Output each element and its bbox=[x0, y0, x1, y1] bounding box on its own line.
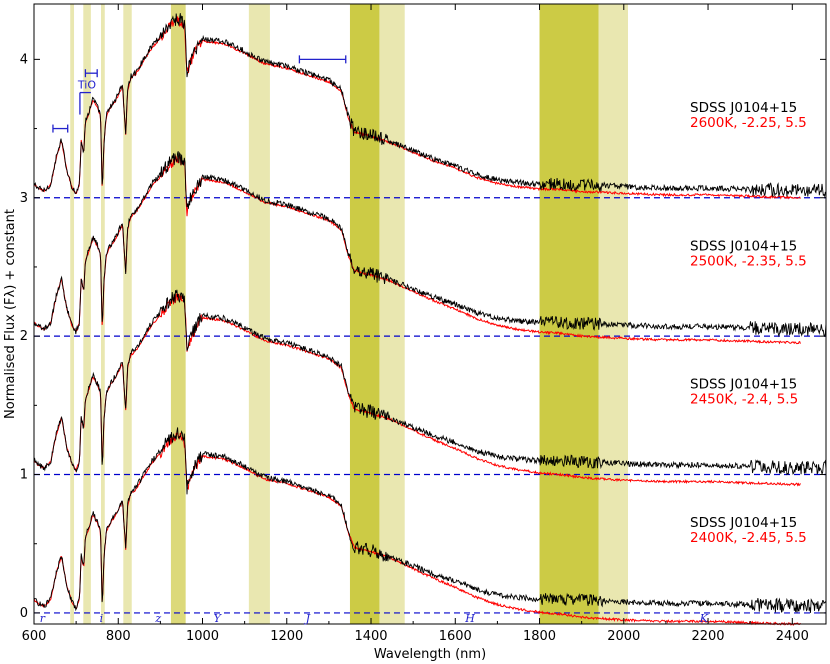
band-label-r: r bbox=[40, 612, 46, 625]
y-tick-label-2: 2 bbox=[20, 329, 28, 344]
feature-label-0: TiO bbox=[77, 79, 96, 92]
telluric-band-4 bbox=[170, 4, 186, 624]
model-spectrum-1 bbox=[33, 155, 801, 345]
x-tick-label-0: 600 bbox=[22, 629, 47, 644]
x-tick-label-4: 1400 bbox=[354, 629, 387, 644]
x-tick-label-7: 2000 bbox=[607, 629, 640, 644]
resolution-bar-2 bbox=[298, 55, 347, 64]
model-spectrum-3 bbox=[33, 431, 801, 626]
x-tick-label-6: 1800 bbox=[523, 629, 556, 644]
x-axis-label: Wavelength (nm) bbox=[374, 647, 486, 662]
band-label-z: z bbox=[154, 612, 161, 625]
observed-spectra bbox=[33, 13, 827, 613]
band-label-i: i bbox=[100, 612, 104, 625]
telluric-bands bbox=[70, 4, 628, 624]
resolution-bar-0 bbox=[52, 124, 69, 133]
telluric-band-7 bbox=[379, 4, 405, 624]
legend-name-1: SDSS J0104+15 bbox=[690, 238, 797, 254]
y-tick-label-4: 4 bbox=[20, 52, 28, 67]
model-spectrum-2 bbox=[33, 293, 801, 487]
model-spectra bbox=[33, 16, 801, 626]
observed-spectrum-2 bbox=[33, 289, 827, 476]
x-tick-label-8: 2200 bbox=[691, 629, 724, 644]
model-spectrum-0 bbox=[33, 16, 801, 200]
y-tick-label-1: 1 bbox=[20, 468, 28, 483]
legend-model-0: 2600K, -2.25, 5.5 bbox=[690, 115, 807, 131]
legend-name-3: SDSS J0104+15 bbox=[690, 515, 797, 531]
zero-lines bbox=[34, 197, 826, 614]
legend-model-3: 2400K, -2.45, 5.5 bbox=[690, 530, 807, 546]
y-tick-label-0: 0 bbox=[20, 606, 28, 621]
annotations: TiO bbox=[52, 55, 347, 133]
telluric-band-9 bbox=[598, 4, 628, 624]
band-label-Y: Y bbox=[214, 612, 223, 625]
resolution-bar-1 bbox=[84, 69, 98, 78]
observed-spectrum-0 bbox=[33, 13, 827, 198]
legend-model-2: 2450K, -2.4, 5.5 bbox=[690, 392, 798, 408]
x-tick-label-9: 2400 bbox=[776, 629, 809, 644]
x-tick-label-2: 1000 bbox=[186, 629, 219, 644]
observed-spectrum-1 bbox=[33, 151, 827, 338]
telluric-band-5 bbox=[248, 4, 270, 624]
y-axis-label: Normalised Flux (Fλ) + constant bbox=[3, 209, 18, 419]
y-tick-label-3: 3 bbox=[20, 191, 28, 206]
legend-name-2: SDSS J0104+15 bbox=[690, 377, 797, 393]
plot-frame bbox=[33, 3, 827, 625]
band-label-J: J bbox=[304, 612, 311, 625]
y-axis-ticks: 0 1 2 3 4 bbox=[20, 52, 826, 621]
telluric-band-6 bbox=[349, 4, 380, 624]
telluric-band-1 bbox=[83, 4, 91, 624]
observed-spectrum-3 bbox=[33, 427, 827, 613]
legend-model-1: 2500K, -2.35, 5.5 bbox=[690, 253, 807, 269]
x-tick-label-3: 1200 bbox=[270, 629, 303, 644]
telluric-band-0 bbox=[70, 4, 75, 624]
band-label-K: K bbox=[699, 612, 709, 625]
x-tick-label-1: 800 bbox=[106, 629, 131, 644]
feature-marker-0: TiO bbox=[77, 79, 96, 115]
x-tick-label-5: 1600 bbox=[439, 629, 472, 644]
telluric-band-8 bbox=[539, 4, 599, 624]
band-label-H: H bbox=[464, 612, 475, 625]
telluric-band-3 bbox=[123, 4, 132, 624]
legend-name-0: SDSS J0104+15 bbox=[690, 100, 797, 116]
x-axis-ticks: 600 800 1000 1200 1400 1600 1800 2000 2200 2400 bbox=[22, 4, 809, 644]
